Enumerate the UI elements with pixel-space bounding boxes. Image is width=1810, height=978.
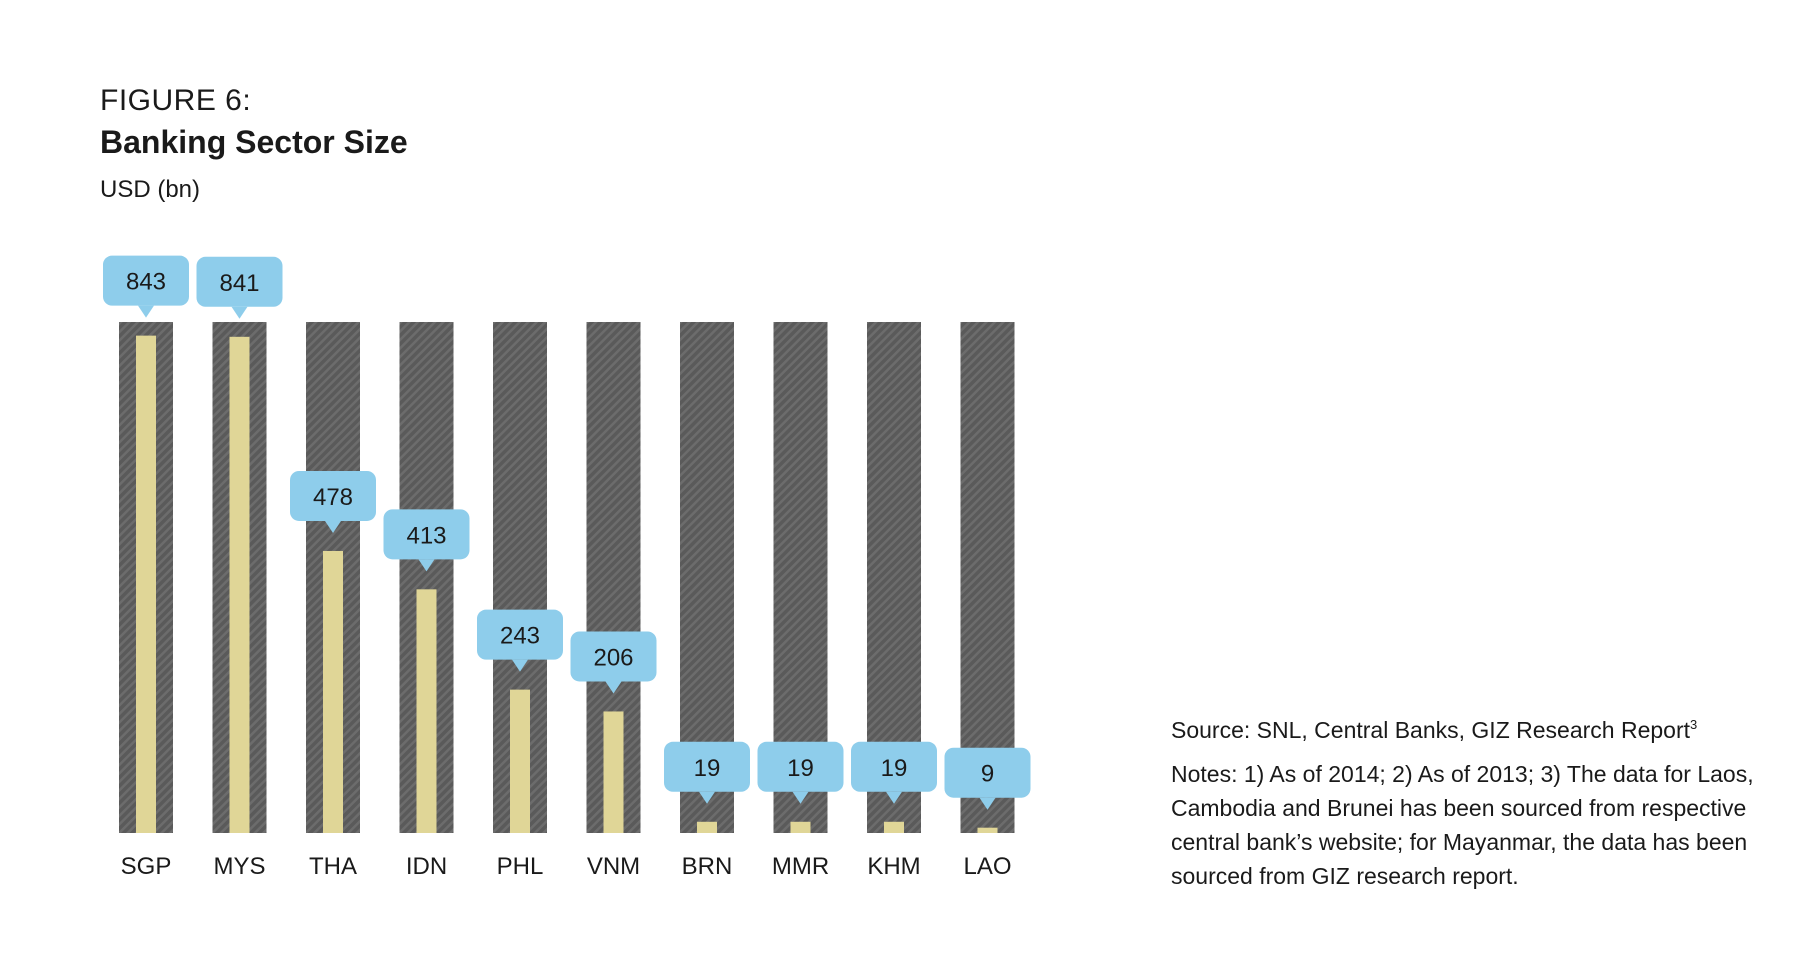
bar [323, 550, 343, 833]
data-label: 841 [219, 270, 259, 297]
data-label: 206 [593, 644, 633, 671]
data-label-bubble [477, 609, 563, 660]
data-label-bubble [757, 741, 844, 792]
data-label-pointer [418, 559, 435, 572]
bar [136, 335, 156, 833]
chart-title: Banking Sector Size [100, 124, 408, 160]
data-label: 19 [881, 755, 908, 782]
data-label: 843 [126, 269, 166, 296]
figure-label: FIGURE 6: [100, 84, 252, 117]
category-label: IDN [406, 853, 447, 880]
category-label: VNM [587, 853, 640, 880]
data-label-pointer [792, 791, 809, 804]
category-label: SGP [121, 853, 172, 880]
data-label: 243 [500, 623, 540, 650]
data-label: 478 [313, 484, 353, 511]
category-label: THA [309, 853, 357, 880]
source-superscript: 3 [1690, 717, 1698, 732]
bar [510, 689, 530, 833]
data-label-bubble [570, 631, 657, 682]
data-label-bubble [851, 741, 937, 792]
category-label: MYS [213, 853, 265, 880]
chart-unit: USD (bn) [100, 176, 201, 203]
data-label: 19 [694, 755, 721, 782]
bar [603, 711, 624, 833]
data-label-bubble [103, 255, 189, 306]
bar [229, 336, 250, 833]
data-label-bubble [664, 741, 750, 792]
data-label-pointer [605, 681, 622, 694]
data-label-pointer [512, 659, 528, 672]
bar [790, 821, 811, 833]
data-label: 19 [787, 755, 814, 782]
bar [697, 821, 717, 833]
bar [416, 589, 437, 833]
data-label-bubble [196, 256, 283, 307]
data-label-pointer [231, 306, 248, 319]
bar [884, 821, 904, 833]
category-label: KHM [867, 853, 920, 880]
category-label: PHL [497, 853, 544, 880]
category-label: MMR [772, 853, 829, 880]
source-note: Source: SNL, Central Banks, GIZ Research… [1171, 708, 1771, 747]
data-label-pointer [886, 791, 902, 804]
category-label: LAO [963, 853, 1011, 880]
notes-text: Notes: 1) As of 2014; 2) As of 2013; 3) … [1171, 761, 1754, 889]
data-label-bubble [290, 470, 376, 521]
bar [977, 827, 998, 833]
data-label-bubble [383, 509, 470, 560]
notes-block: Source: SNL, Central Banks, GIZ Research… [1171, 708, 1771, 903]
data-label-pointer [699, 791, 715, 804]
data-label-pointer [979, 797, 996, 810]
category-label: BRN [682, 853, 733, 880]
data-label: 9 [981, 761, 994, 788]
data-label: 413 [406, 522, 446, 549]
source-text: Source: SNL, Central Banks, GIZ Research… [1171, 717, 1690, 743]
data-label-bubble [944, 747, 1031, 798]
data-label-pointer [138, 305, 154, 318]
data-label-pointer [325, 520, 341, 533]
